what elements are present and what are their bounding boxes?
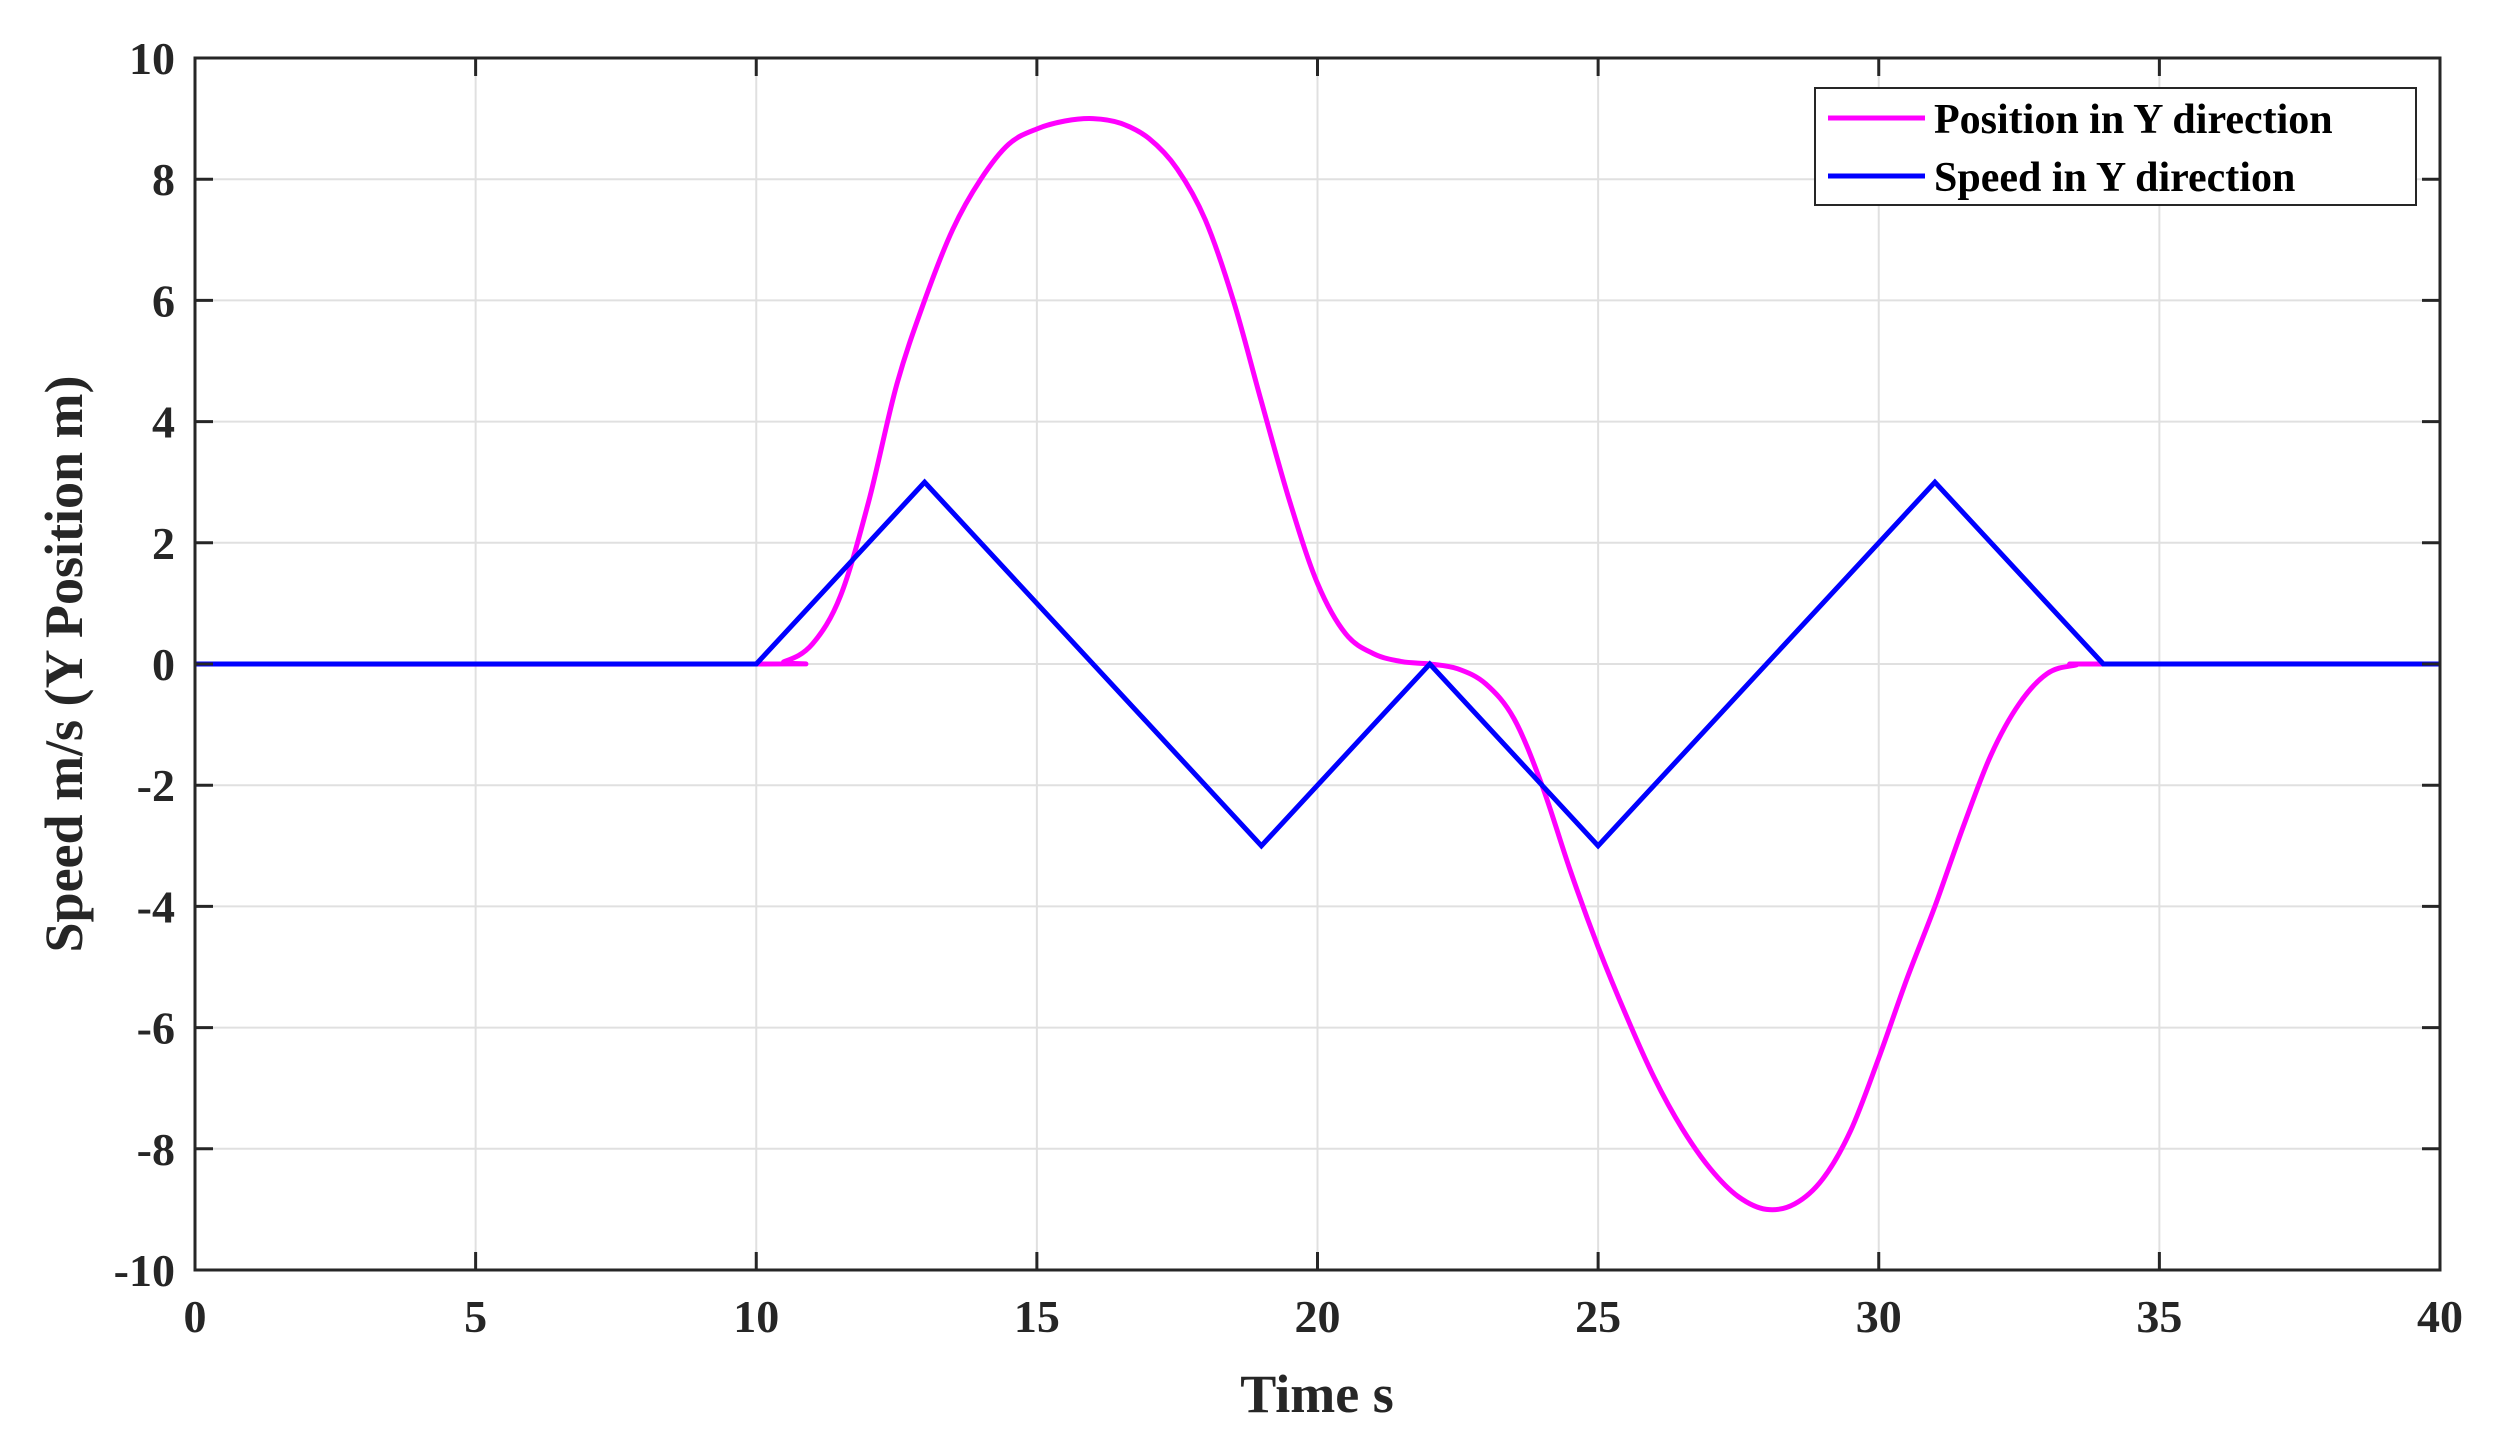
series-layer [194, 116, 2441, 1213]
x-tick-label: 5 [464, 1291, 487, 1342]
y-tick-label: -4 [137, 881, 175, 932]
x-tick-label: 25 [1575, 1291, 1621, 1342]
y-tick-label: -8 [137, 1124, 175, 1175]
tick-labels: 0 5 10 15 20 25 30 35 40 -10 -8 -6 -4 -2 0 2 4 6 8 10 [114, 33, 2463, 1342]
series-line-position [194, 116, 2441, 1213]
x-axis-title: Time s [1240, 1364, 1394, 1424]
legend-label-position: Position in Y direction [1934, 97, 2333, 143]
y-tick-label: -6 [137, 1003, 175, 1054]
legend-box [1814, 87, 2417, 206]
x-tick-label: 40 [2417, 1291, 2463, 1342]
x-tick-label: 30 [1856, 1291, 1902, 1342]
y-tick-label: -10 [114, 1245, 175, 1296]
y-tick-label: 10 [129, 33, 175, 84]
x-tick-label: 20 [1295, 1291, 1341, 1342]
x-tick-label: 0 [184, 1291, 207, 1342]
y-tick-label: 6 [152, 275, 175, 326]
x-tick-label: 15 [1014, 1291, 1060, 1342]
legend-label-speed: Speed in Y direction [1934, 155, 2295, 201]
x-tick-label: 35 [2136, 1291, 2182, 1342]
y-axis-title: Speed m/s (Y Position m) [34, 376, 94, 953]
y-tick-label: 2 [152, 518, 175, 569]
y-tick-label: -2 [137, 760, 175, 811]
y-tick-label: 8 [152, 154, 175, 205]
legend: Position in Y direction Speed in Y direc… [1814, 87, 2417, 206]
series-line-speed [195, 478, 2440, 850]
ticks [193, 56, 2442, 1272]
y-tick-label: 0 [152, 639, 175, 690]
x-tick-label: 10 [733, 1291, 779, 1342]
y-tick-label: 4 [152, 397, 175, 448]
